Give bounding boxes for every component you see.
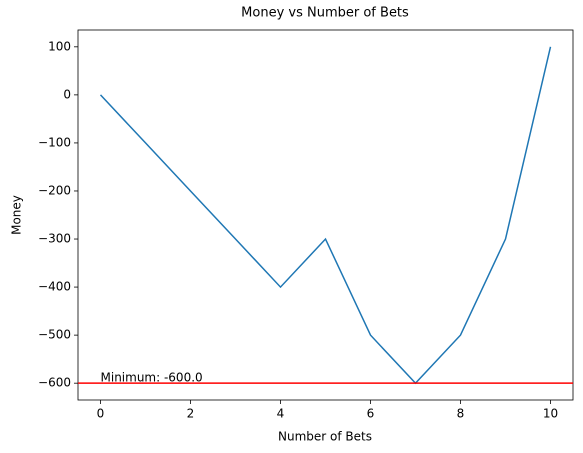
x-tick-label: 0 — [97, 407, 105, 421]
y-tick-label: −400 — [38, 280, 71, 294]
y-tick-label: −200 — [38, 183, 71, 197]
data-line — [99, 46, 552, 385]
x-tick-label: 10 — [543, 407, 558, 421]
y-tick-label: 100 — [48, 39, 71, 53]
y-tick-label: −600 — [38, 376, 71, 390]
x-tick-label: 2 — [187, 407, 195, 421]
plot-frame — [77, 29, 574, 401]
y-tick-label: −500 — [38, 328, 71, 342]
y-tick-label: −300 — [38, 232, 71, 246]
chart-title: Money vs Number of Bets — [241, 6, 409, 21]
x-axis-label: Number of Bets — [278, 430, 372, 444]
x-tick-label: 4 — [277, 407, 285, 421]
minimum-annotation: Minimum: -600.0 — [101, 371, 203, 385]
y-tick-label: −100 — [38, 135, 71, 149]
x-tick-label: 8 — [457, 407, 465, 421]
x-tick-label: 6 — [367, 407, 375, 421]
y-axis-label: Money — [10, 195, 24, 235]
y-tick-label: 0 — [63, 87, 71, 101]
